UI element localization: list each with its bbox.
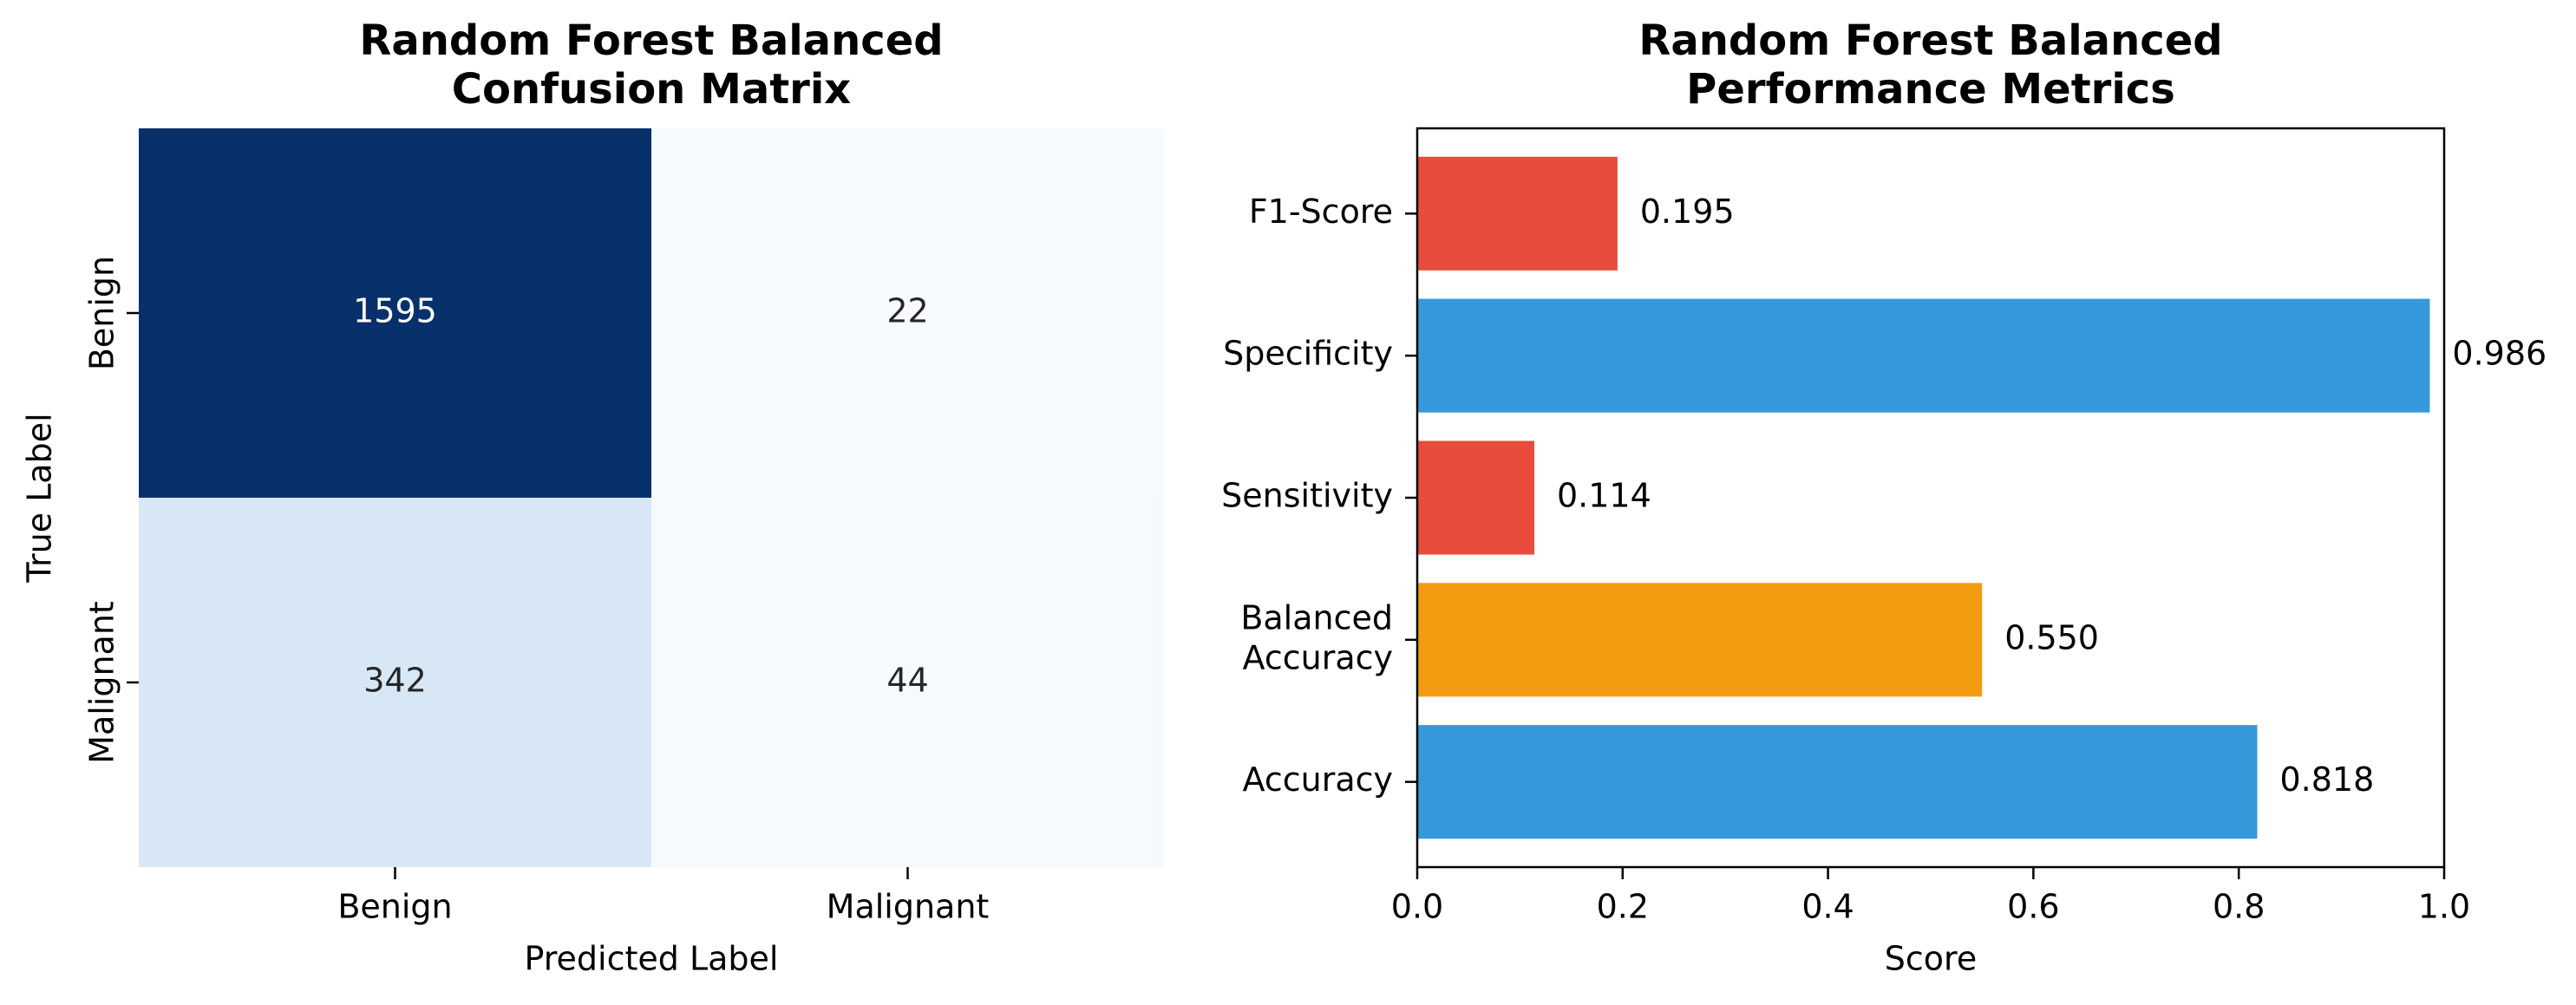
heatmap-y-axis-label: True Label <box>21 413 59 583</box>
bars-y-tick-label-line: Accuracy <box>1243 638 1394 676</box>
bars-x-tick-label: 0.4 <box>1801 888 1854 926</box>
heatmap-title-line: Confusion Matrix <box>452 65 852 114</box>
heatmap-cell-label: 1595 <box>353 292 437 330</box>
heatmap-cell <box>139 498 651 867</box>
bars-y-tick-label-line: Specificity <box>1223 335 1393 373</box>
bars-y-tick-label: Specificity <box>1223 335 1393 373</box>
bars-y-tick-label-line: Sensitivity <box>1221 477 1393 515</box>
bars-y-tick-label-line: Balanced <box>1240 598 1393 636</box>
metric-bar-value-label: 0.986 <box>2452 335 2547 373</box>
heatmap-title-line: Random Forest Balanced <box>359 16 943 65</box>
metric-bar <box>1417 298 2430 413</box>
bars-y-tick-label: Sensitivity <box>1221 477 1393 515</box>
bars-x-tick-label: 0.0 <box>1391 888 1443 926</box>
metric-bar-value-label: 0.550 <box>2004 618 2099 656</box>
heatmap-y-tick-label: Malignant <box>83 601 121 764</box>
bars-y-tick-label-line: Accuracy <box>1243 760 1394 799</box>
bars-y-tick-label: Accuracy <box>1243 760 1394 799</box>
metric-bar-value-label: 0.195 <box>1640 193 1735 231</box>
bars-title-line: Performance Metrics <box>1686 65 2175 114</box>
heatmap-x-tick-label: Malignant <box>827 888 990 926</box>
heatmap-cell <box>651 498 1164 867</box>
metric-bar-value-label: 0.818 <box>2280 760 2375 799</box>
bars-x-tick-label: 0.8 <box>2213 888 2265 926</box>
heatmap-cell <box>651 128 1164 498</box>
metric-bar <box>1417 725 2258 839</box>
bars-x-tick-label: 0.2 <box>1597 888 1649 926</box>
bars-y-tick-label: F1-Score <box>1249 193 1393 231</box>
metric-bar <box>1417 583 1983 697</box>
metric-bar <box>1417 156 1618 271</box>
bars-x-tick-label: 1.0 <box>2418 888 2470 926</box>
bars-x-axis-label: Score <box>1885 940 1977 978</box>
heatmap-y-tick-label: Benign <box>83 256 121 370</box>
heatmap-x-tick-label: Benign <box>337 888 452 926</box>
heatmap-cell <box>139 128 651 498</box>
bars-y-tick-label-line: F1-Score <box>1249 193 1393 231</box>
metric-bar-value-label: 0.114 <box>1557 477 1651 515</box>
heatmap-cell-label: 44 <box>886 662 928 700</box>
bars-title-line: Random Forest Balanced <box>1638 16 2222 65</box>
metric-bar <box>1417 441 1534 555</box>
heatmap-cell-label: 342 <box>363 662 427 700</box>
bars-x-tick-label: 0.6 <box>2007 888 2059 926</box>
heatmap-cell-label: 22 <box>886 292 928 330</box>
heatmap-x-axis-label: Predicted Label <box>525 940 779 978</box>
